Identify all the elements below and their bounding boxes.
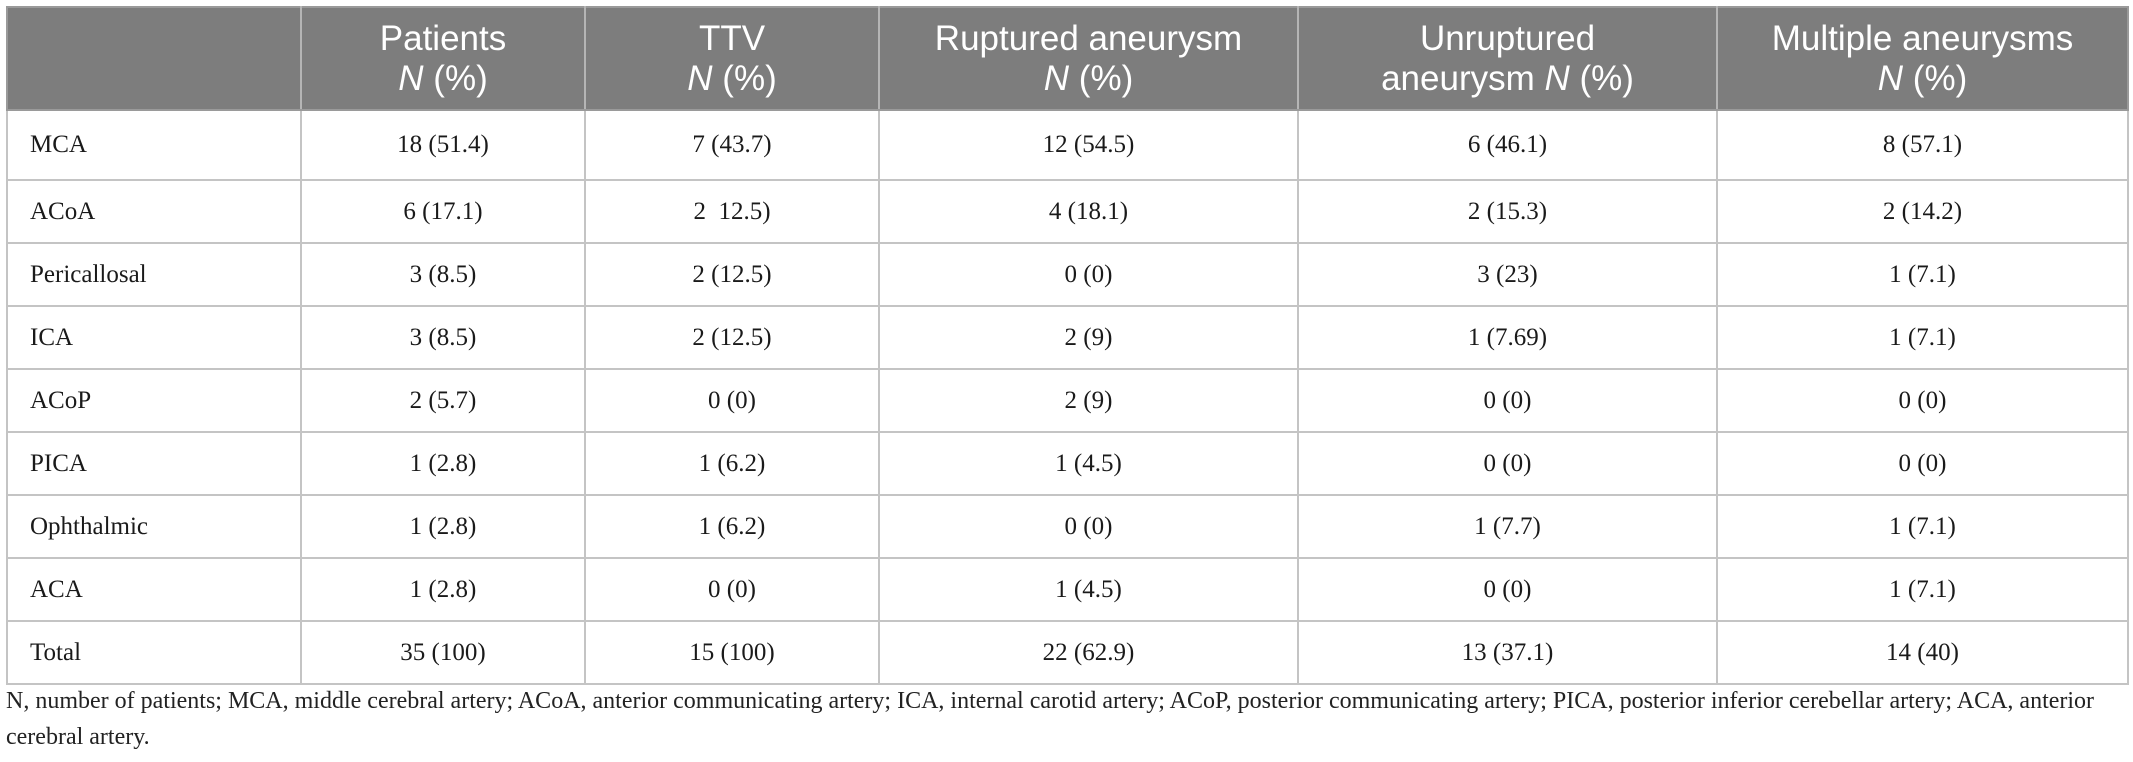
table-cell: 3 (23)	[1297, 242, 1718, 307]
table-cell: 2 (5.7)	[300, 368, 586, 433]
table-cell: 6 (17.1)	[300, 179, 586, 244]
header-unit: (%)	[1903, 58, 1968, 98]
table-cell: 13 (37.1)	[1297, 620, 1718, 685]
table-cell: 8 (57.1)	[1716, 109, 2129, 181]
row-label: PICA	[6, 431, 302, 496]
table-cell: 3 (8.5)	[300, 305, 586, 370]
header-title: Multiple aneurysms	[1771, 18, 2074, 58]
table-row: ICA 3 (8.5) 2 (12.5) 2 (9) 1 (7.69) 1 (7…	[6, 305, 2129, 370]
header-prefix: aneurysm	[1381, 58, 1545, 98]
header-cell-multiple: Multiple aneurysms N (%)	[1716, 6, 2129, 111]
header-title: TTV	[698, 18, 766, 58]
table-cell: 0 (0)	[1716, 368, 2129, 433]
table-cell: 7 (43.7)	[584, 109, 880, 181]
table-cell: 0 (0)	[1297, 431, 1718, 496]
header-n-symbol: N	[1877, 58, 1904, 98]
table-cell: 1 (7.7)	[1297, 494, 1718, 559]
table-row: ACoA 6 (17.1) 2 12.5) 4 (18.1) 2 (15.3) …	[6, 179, 2129, 244]
table-cell: 14 (40)	[1716, 620, 2129, 685]
table-cell: 1 (6.2)	[584, 431, 880, 496]
table-cell: 4 (18.1)	[878, 179, 1299, 244]
table-cell: 2 (12.5)	[584, 242, 880, 307]
header-title: Patients	[379, 18, 507, 58]
header-n-symbol: N	[1043, 58, 1070, 98]
table-cell: 0 (0)	[584, 368, 880, 433]
header-cell-unruptured: Unruptured aneurysm N (%)	[1297, 6, 1718, 111]
table-cell: 2 (14.2)	[1716, 179, 2129, 244]
table-cell: 6 (46.1)	[1297, 109, 1718, 181]
row-label: ICA	[6, 305, 302, 370]
header-subtitle: N (%)	[1726, 59, 2119, 99]
table-cell: 1 (2.8)	[300, 494, 586, 559]
header-unit: (%)	[1069, 58, 1134, 98]
table-cell: 0 (0)	[1297, 557, 1718, 622]
table-cell: 22 (62.9)	[878, 620, 1299, 685]
table-cell: 15 (100)	[584, 620, 880, 685]
table-cell: 1 (7.1)	[1716, 242, 2129, 307]
header-n-symbol: N	[1544, 58, 1570, 98]
table-cell: 0 (0)	[878, 494, 1299, 559]
table-cell: 35 (100)	[300, 620, 586, 685]
row-label: Ophthalmic	[6, 494, 302, 559]
table-cell: 1 (2.8)	[300, 557, 586, 622]
header-cell-patients: Patients N (%)	[300, 6, 586, 111]
table-cell: 12 (54.5)	[878, 109, 1299, 181]
data-table-container: Patients N (%) TTV N (%) Ruptured aneury…	[6, 6, 2129, 685]
aneurysm-location-table: Patients N (%) TTV N (%) Ruptured aneury…	[6, 6, 2129, 685]
table-cell: 1 (4.5)	[878, 431, 1299, 496]
header-title: Ruptured aneurysm	[934, 18, 1243, 58]
row-label: ACoP	[6, 368, 302, 433]
table-cell: 1 (7.1)	[1716, 557, 2129, 622]
table-row: Pericallosal 3 (8.5) 2 (12.5) 0 (0) 3 (2…	[6, 242, 2129, 307]
table-body: MCA 18 (51.4) 7 (43.7) 12 (54.5) 6 (46.1…	[6, 109, 2129, 685]
header-subtitle: aneurysm N (%)	[1307, 59, 1708, 99]
table-cell: 0 (0)	[1297, 368, 1718, 433]
table-cell: 3 (8.5)	[300, 242, 586, 307]
table-cell: 0 (0)	[878, 242, 1299, 307]
table-cell: 2 (15.3)	[1297, 179, 1718, 244]
table-cell: 2 (9)	[878, 368, 1299, 433]
table-cell: 2 (12.5)	[584, 305, 880, 370]
table-cell: 0 (0)	[584, 557, 880, 622]
table-row-total: Total 35 (100) 15 (100) 22 (62.9) 13 (37…	[6, 620, 2129, 685]
table-cell: 1 (7.69)	[1297, 305, 1718, 370]
table-row: Ophthalmic 1 (2.8) 1 (6.2) 0 (0) 1 (7.7)…	[6, 494, 2129, 559]
table-cell: 1 (7.1)	[1716, 494, 2129, 559]
header-n-symbol: N	[398, 58, 424, 98]
row-label: MCA	[6, 109, 302, 181]
table-cell: 18 (51.4)	[300, 109, 586, 181]
table-cell: 2 12.5)	[584, 179, 880, 244]
header-cell-ttv: TTV N (%)	[584, 6, 880, 111]
table-cell: 0 (0)	[1716, 431, 2129, 496]
header-subtitle: N (%)	[594, 59, 870, 99]
header-unit: (%)	[712, 58, 777, 98]
header-subtitle: N (%)	[310, 59, 576, 99]
header-unit: (%)	[1569, 58, 1634, 98]
header-n-symbol: N	[687, 58, 713, 98]
table-row: ACoP 2 (5.7) 0 (0) 2 (9) 0 (0) 0 (0)	[6, 368, 2129, 433]
table-cell: 1 (6.2)	[584, 494, 880, 559]
table-cell: 2 (9)	[878, 305, 1299, 370]
header-row: Patients N (%) TTV N (%) Ruptured aneury…	[6, 6, 2129, 111]
table-cell: 1 (4.5)	[878, 557, 1299, 622]
row-label: ACA	[6, 557, 302, 622]
row-label: Pericallosal	[6, 242, 302, 307]
header-cell-ruptured: Ruptured aneurysm N (%)	[878, 6, 1299, 111]
table-row: ACA 1 (2.8) 0 (0) 1 (4.5) 0 (0) 1 (7.1)	[6, 557, 2129, 622]
header-cell-location	[6, 6, 302, 111]
header-title: Unruptured	[1419, 18, 1596, 58]
row-label: Total	[6, 620, 302, 685]
table-row: MCA 18 (51.4) 7 (43.7) 12 (54.5) 6 (46.1…	[6, 109, 2129, 181]
row-label: ACoA	[6, 179, 302, 244]
table-header: Patients N (%) TTV N (%) Ruptured aneury…	[6, 6, 2129, 111]
table-row: PICA 1 (2.8) 1 (6.2) 1 (4.5) 0 (0) 0 (0)	[6, 431, 2129, 496]
table-cell: 1 (7.1)	[1716, 305, 2129, 370]
table-footnote: N, number of patients; MCA, middle cereb…	[6, 688, 2095, 750]
header-unit: (%)	[423, 58, 488, 98]
header-subtitle: N (%)	[888, 59, 1289, 99]
table-cell: 1 (2.8)	[300, 431, 586, 496]
